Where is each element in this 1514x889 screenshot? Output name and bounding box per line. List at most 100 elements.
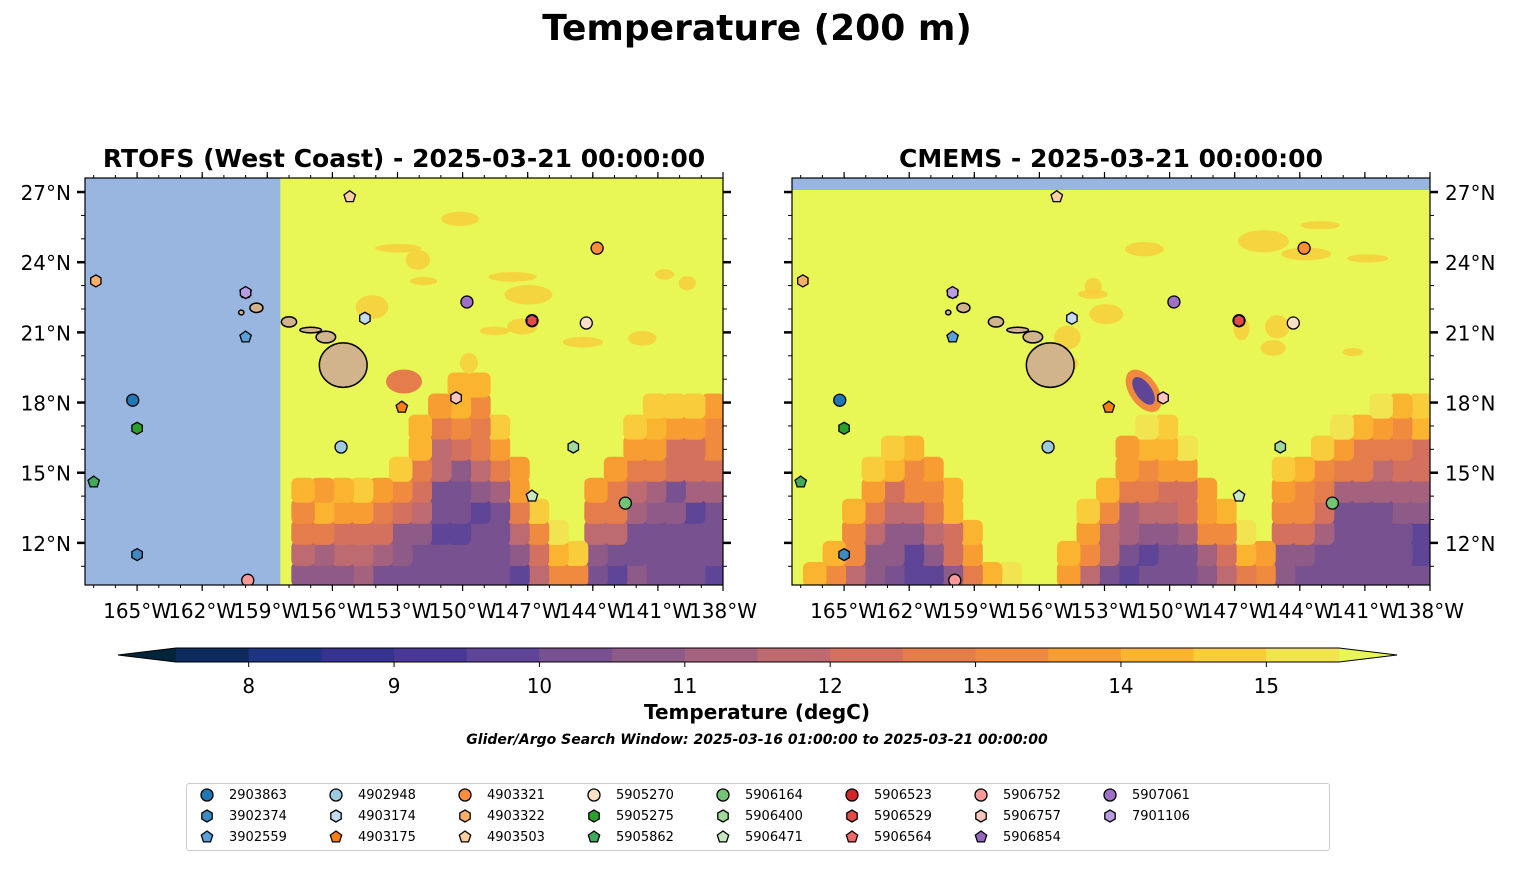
warm-patch bbox=[479, 326, 510, 336]
warm-patch bbox=[441, 211, 479, 227]
temperature-cell bbox=[939, 540, 964, 566]
temperature-cell bbox=[1115, 435, 1140, 461]
temperature-cell bbox=[428, 435, 452, 461]
legend-marker bbox=[200, 830, 214, 843]
legend-label: 5906529 bbox=[874, 808, 932, 824]
temperature-cell bbox=[1369, 477, 1393, 503]
temperature-cell bbox=[408, 477, 433, 503]
temperature-cell bbox=[428, 498, 452, 524]
legend-marker bbox=[1104, 809, 1116, 823]
temperature-cell bbox=[1349, 519, 1374, 545]
temperature-cell bbox=[330, 477, 354, 503]
temperature-cell bbox=[408, 456, 433, 482]
float-7901106 bbox=[239, 285, 252, 300]
temperature-cell bbox=[1428, 563, 1430, 585]
temperature-cell bbox=[1330, 519, 1354, 545]
legend-marker bbox=[587, 830, 601, 843]
legend-marker bbox=[588, 809, 600, 823]
float-5905862 bbox=[87, 475, 101, 488]
float-4903175 bbox=[1102, 400, 1116, 413]
temperature-cell bbox=[330, 498, 354, 524]
temperature-cell bbox=[467, 561, 491, 585]
temperature-cell bbox=[1056, 540, 1081, 566]
warm-patch bbox=[628, 330, 657, 346]
temperature-cell bbox=[1095, 477, 1120, 503]
temperature-cell bbox=[1310, 519, 1335, 545]
legend-label: 5905862 bbox=[616, 829, 674, 845]
temperature-cell bbox=[1095, 498, 1120, 524]
plot-frame bbox=[84, 177, 724, 586]
temperature-cell bbox=[1135, 561, 1159, 585]
legend-entry: 2903863 bbox=[199, 786, 287, 804]
temperature-cell bbox=[1408, 435, 1430, 461]
temperature-cell bbox=[881, 540, 905, 566]
legend-marker bbox=[329, 830, 343, 843]
legend-label: 3902374 bbox=[229, 808, 287, 824]
temperature-cell bbox=[1330, 435, 1354, 461]
temperature-cell bbox=[861, 456, 886, 482]
temperature-cell bbox=[701, 540, 723, 566]
temperature-cell bbox=[900, 456, 925, 482]
temperature-cell bbox=[842, 540, 866, 566]
temperature-cell bbox=[721, 479, 723, 502]
temperature-cell bbox=[330, 519, 354, 545]
legend-entry: 5905862 bbox=[586, 828, 674, 846]
temperature-cell bbox=[1174, 498, 1198, 524]
x-tick-label: 165°W bbox=[103, 599, 171, 623]
x-tick-label: 144°W bbox=[559, 599, 627, 623]
temperature-cell bbox=[506, 477, 530, 503]
temperature-cell bbox=[900, 477, 925, 503]
temperature-cell bbox=[978, 561, 1003, 585]
temperature-cell bbox=[603, 519, 628, 545]
legend-entry: 5906164 bbox=[715, 786, 803, 804]
temperature-cell bbox=[662, 477, 686, 503]
temperature-cell bbox=[623, 561, 647, 585]
float-5906400 bbox=[1274, 440, 1287, 454]
float-4902948 bbox=[334, 440, 348, 454]
island bbox=[987, 315, 1005, 328]
circle-marker-icon bbox=[587, 788, 601, 802]
temperature-cell bbox=[1193, 477, 1218, 503]
legend-label: 5906400 bbox=[745, 808, 803, 824]
temperature-cell bbox=[349, 477, 374, 503]
temperature-cell bbox=[822, 540, 847, 566]
temperature-cell bbox=[1388, 435, 1413, 461]
temperature-cell bbox=[681, 414, 706, 440]
temperature-cell bbox=[701, 519, 723, 545]
temperature-cell bbox=[900, 561, 925, 585]
legend-label: 4903503 bbox=[487, 829, 545, 845]
hexagon-marker-icon bbox=[330, 809, 342, 823]
warm-patch bbox=[1346, 254, 1389, 263]
temperature-cell bbox=[861, 561, 886, 585]
temperature-cell bbox=[1291, 456, 1315, 482]
legend-entry: 4903174 bbox=[328, 807, 416, 825]
temperature-cell bbox=[388, 456, 413, 482]
float-4903175 bbox=[395, 400, 409, 413]
temperature-cell bbox=[1115, 498, 1140, 524]
temperature-cell bbox=[330, 540, 354, 566]
temperature-cell bbox=[1154, 477, 1179, 503]
temperature-cell bbox=[564, 540, 589, 566]
temperature-cell bbox=[1388, 540, 1413, 566]
island bbox=[1006, 326, 1030, 334]
legend-entry: 5906757 bbox=[973, 807, 1061, 825]
y-tick-label: 21°N bbox=[1445, 321, 1495, 345]
temperature-cell bbox=[1369, 456, 1393, 482]
temperature-cell bbox=[721, 542, 723, 565]
warm-patch bbox=[1260, 340, 1286, 356]
temperature-cell bbox=[1428, 416, 1430, 439]
warm-patch bbox=[459, 353, 478, 373]
temperature-cell bbox=[447, 456, 472, 482]
y-tick-label: 24°N bbox=[21, 251, 71, 275]
island bbox=[280, 315, 298, 328]
float-5905275 bbox=[131, 421, 143, 436]
temperature-cell bbox=[486, 561, 511, 585]
x-tick-label: 165°W bbox=[810, 599, 878, 623]
temperature-cell bbox=[1252, 540, 1276, 566]
island bbox=[299, 326, 323, 334]
legend-entry: 5906400 bbox=[715, 807, 803, 825]
colorbar-outline bbox=[117, 647, 1398, 663]
x-tick-label: 156°W bbox=[1005, 599, 1073, 623]
temperature-cell bbox=[1428, 500, 1430, 523]
temperature-cell bbox=[584, 519, 608, 545]
